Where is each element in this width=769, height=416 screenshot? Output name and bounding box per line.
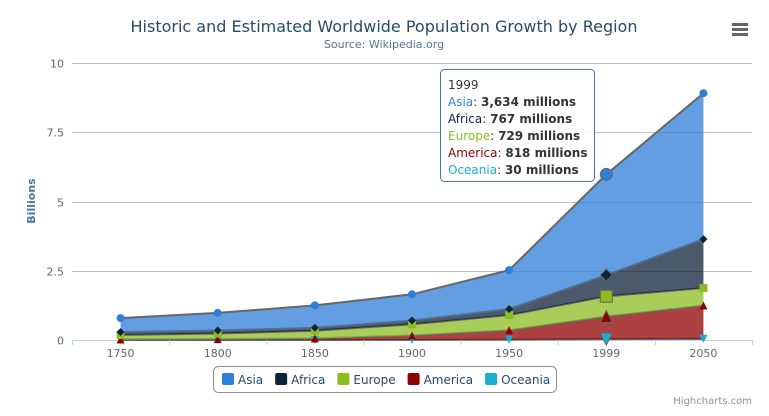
- y-tick-label: 7.5: [47, 127, 65, 140]
- x-tick-label: 2050: [689, 347, 717, 360]
- tooltip-row: Asia: 3,634 millions: [448, 95, 576, 109]
- area-asia: [120, 93, 704, 332]
- tooltip-value: 3,634 millions: [481, 95, 576, 109]
- data-point-asia: [116, 314, 125, 323]
- tooltip-value: 30 millions: [505, 163, 579, 177]
- tooltip-value: 818 millions: [505, 146, 587, 160]
- legend-swatch: [337, 373, 350, 385]
- legend-swatch: [275, 373, 288, 385]
- data-point-africa: [310, 323, 319, 332]
- legend-item-europe[interactable]: Europe: [337, 373, 396, 387]
- data-point-oceania: [699, 334, 708, 343]
- chart-title: Historic and Estimated Worldwide Populat…: [131, 17, 638, 36]
- tooltip-series-name: America: [448, 146, 498, 160]
- y-axis-title: Billions: [25, 178, 38, 224]
- tooltip-value: 767 millions: [490, 112, 572, 126]
- chart-subtitle: Source: Wikipedia.org: [324, 38, 444, 51]
- legend-swatch: [222, 373, 234, 385]
- tooltip-colon: :: [482, 112, 490, 126]
- hamburger-menu-icon: [732, 23, 748, 36]
- area-africa: [120, 239, 704, 335]
- x-tick-label: 1900: [398, 347, 426, 360]
- data-point-america: [213, 335, 222, 344]
- tooltip-series-name: Europe: [448, 129, 490, 143]
- x-tick-label: 1850: [301, 347, 329, 360]
- x-tick-label: 1999: [592, 347, 620, 360]
- data-point-america: [505, 326, 514, 335]
- data-point-asia: [505, 266, 514, 275]
- tooltip-colon: :: [498, 146, 506, 160]
- data-point-europe: [699, 284, 708, 293]
- legend-swatch: [407, 373, 420, 385]
- legend-item-america[interactable]: America: [407, 373, 474, 387]
- legend: Asia Africa Europe America Oceania: [213, 366, 557, 393]
- legend-label: Oceania: [501, 373, 550, 387]
- legend-label: Europe: [353, 373, 395, 387]
- tooltip-series-name: Oceania: [448, 163, 497, 177]
- area-america: [120, 305, 704, 340]
- data-point-oceania: [505, 335, 514, 344]
- data-point-europe: [599, 289, 613, 303]
- data-point-africa: [599, 268, 613, 282]
- data-point-america: [116, 335, 125, 344]
- y-tick-label: 2.5: [47, 266, 65, 279]
- legend-item-oceania[interactable]: Oceania: [485, 373, 550, 387]
- tooltip-series-name: Africa: [448, 112, 482, 126]
- legend-label: Africa: [291, 373, 325, 387]
- credits-link[interactable]: Highcharts.com: [673, 396, 752, 407]
- tooltip-row: America: 818 millions: [448, 146, 587, 160]
- data-point-africa: [408, 316, 416, 325]
- y-tick-label: 5: [57, 197, 64, 210]
- legend-label: America: [424, 373, 474, 387]
- data-point-oceania: [599, 332, 614, 347]
- data-point-asia: [310, 301, 319, 310]
- x-tick-label: 1950: [495, 347, 523, 360]
- data-point-america: [599, 309, 614, 324]
- legend-item-africa[interactable]: Africa: [275, 373, 325, 387]
- tooltip-series-name: Asia: [448, 95, 473, 109]
- tooltip-colon: :: [473, 95, 481, 109]
- tooltip-colon: :: [490, 129, 498, 143]
- data-point-africa: [116, 327, 125, 336]
- x-tick-label: 1750: [107, 347, 135, 360]
- data-point-europe: [505, 311, 514, 320]
- data-point-america: [408, 331, 416, 340]
- x-tick-label: 1800: [204, 347, 232, 360]
- tooltip-header: 1999: [448, 78, 479, 92]
- legend-item-asia[interactable]: Asia: [222, 373, 263, 387]
- tooltip-row: Europe: 729 millions: [448, 129, 580, 143]
- tooltip: 1999 Asia: 3,634 millions Africa: 767 mil…: [440, 69, 595, 182]
- legend-label: Asia: [238, 373, 263, 387]
- data-point-asia: [699, 89, 708, 98]
- data-point-africa: [699, 235, 708, 244]
- data-point-asia: [408, 290, 416, 299]
- tooltip-colon: :: [497, 163, 505, 177]
- tooltip-value: 729 millions: [498, 129, 580, 143]
- y-tick-label: 0: [57, 335, 64, 348]
- data-point-asia: [599, 167, 613, 181]
- tooltip-row: Africa: 767 millions: [448, 112, 572, 126]
- data-point-america: [699, 301, 708, 310]
- y-tick-label: 10: [50, 58, 64, 71]
- data-point-asia: [213, 308, 222, 317]
- data-point-africa: [213, 326, 222, 335]
- data-point-america: [310, 334, 319, 343]
- menu-button[interactable]: [728, 17, 752, 39]
- data-point-africa: [505, 304, 514, 313]
- tooltip-row: Oceania: 30 millions: [448, 163, 579, 177]
- legend-swatch: [485, 373, 498, 385]
